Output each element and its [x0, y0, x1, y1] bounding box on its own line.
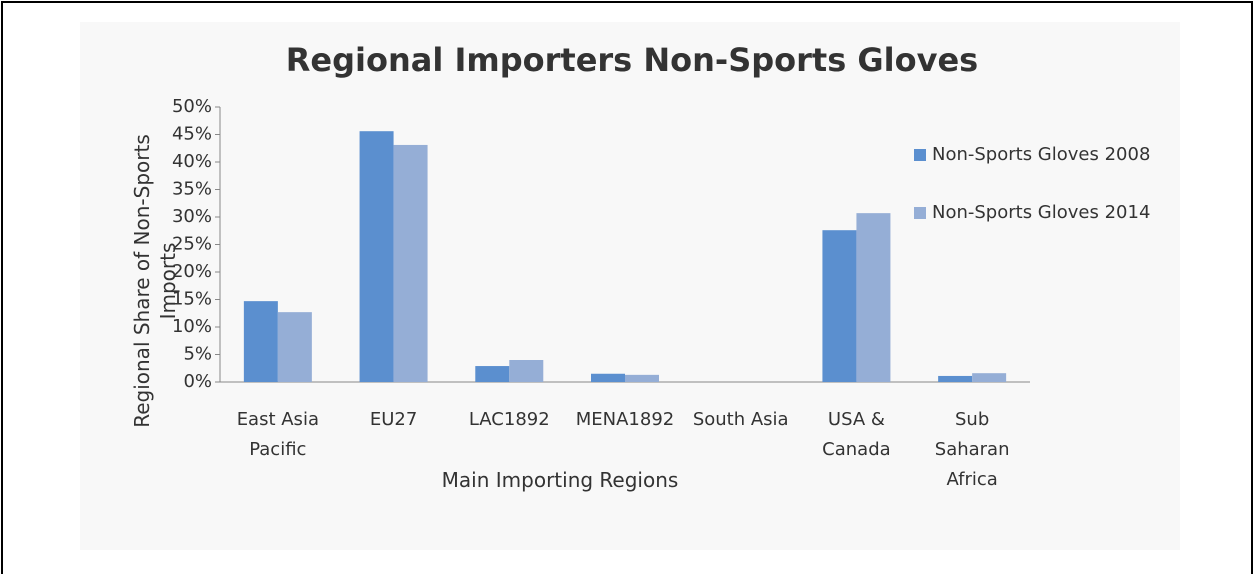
x-tick-label: East Asia Pacific	[236, 409, 319, 460]
y-axis-title: Regional Share of Non-Sports Imports	[130, 134, 180, 428]
legend-swatch	[914, 149, 926, 161]
bar	[625, 374, 659, 382]
legend-label: Non-Sports Gloves 2008	[932, 144, 1150, 165]
y-tick-label: 35%	[172, 179, 212, 200]
y-tick-label: 25%	[172, 234, 212, 255]
chart-title: Regional Importers Non-Sports Gloves	[286, 41, 978, 79]
x-tick-label: MENA1892	[575, 409, 675, 430]
x-tick-label: USA & Canada	[822, 409, 891, 460]
x-axis-title: Main Importing Regions	[441, 468, 679, 492]
x-tick-label: Sub Saharan Africa	[934, 409, 1010, 490]
bar	[938, 375, 973, 382]
bar	[972, 373, 1007, 382]
bar	[822, 230, 857, 382]
x-tick-label: LAC1892	[468, 409, 550, 430]
y-tick-label: 40%	[172, 151, 212, 172]
y-tick-label: 15%	[172, 289, 212, 310]
bar	[359, 131, 394, 382]
x-tick-label: EU27	[369, 409, 418, 430]
y-tick-label: 50%	[172, 96, 212, 117]
y-tick-label: 0%	[183, 371, 212, 392]
bar	[591, 373, 625, 382]
legend-label: Non-Sports Gloves 2014	[932, 202, 1150, 223]
bar	[277, 312, 312, 382]
y-tick-label: 10%	[172, 316, 212, 337]
x-tick-label: South Asia	[692, 409, 789, 430]
bar	[475, 366, 510, 382]
bar	[243, 301, 278, 382]
chart-area	[80, 22, 1180, 550]
y-tick-label: 20%	[172, 261, 212, 282]
bar	[393, 144, 428, 382]
y-tick-label: 5%	[183, 344, 212, 365]
bar	[856, 213, 891, 382]
bar	[509, 360, 544, 382]
y-tick-label: 45%	[172, 124, 212, 145]
legend-swatch	[914, 207, 926, 219]
y-tick-label: 30%	[172, 206, 212, 227]
